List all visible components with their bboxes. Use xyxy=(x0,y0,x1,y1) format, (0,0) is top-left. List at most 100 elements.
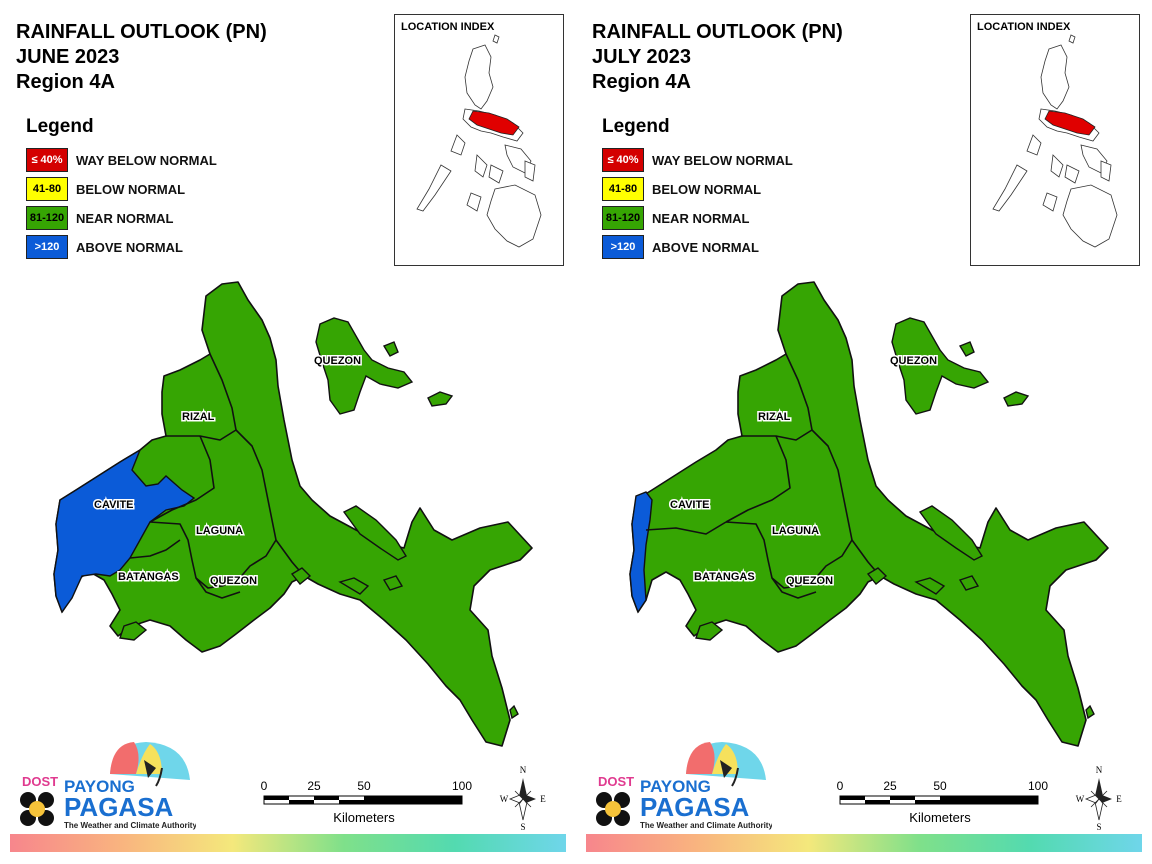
region-4a-map: QUEZON RIZAL CAVITE LAGUNA BATANGAS QUEZ… xyxy=(53,281,533,747)
compass-rose: N S W E xyxy=(498,764,548,834)
scale-tick-0: 0 xyxy=(261,779,268,793)
region-4a-map: QUEZON RIZAL CAVITE LAGUNA BATANGAS QUEZ… xyxy=(629,281,1109,747)
quezon-north-island xyxy=(315,317,414,415)
legend: Legend ≤ 40% WAY BELOW NORMAL 41-80 BELO… xyxy=(602,116,793,264)
legend-item-below: 41-80 BELOW NORMAL xyxy=(26,177,185,206)
logo-dost: DOST xyxy=(598,774,634,789)
location-index-inset: LOCATION INDEX xyxy=(970,14,1140,266)
location-index-inset: LOCATION INDEX xyxy=(394,14,564,266)
title-line-2: JUNE 2023 xyxy=(16,46,120,68)
compass-n: N xyxy=(520,765,527,775)
legend-label-way-below: WAY BELOW NORMAL xyxy=(652,153,793,168)
legend-swatch-below: 41-80 xyxy=(26,177,68,201)
legend-item-above: >120 ABOVE NORMAL xyxy=(26,235,183,264)
compass-w: W xyxy=(500,794,509,804)
logo-payong: PAYONG xyxy=(64,777,135,796)
region-4a-highlight xyxy=(468,110,520,136)
philippines-locator-map xyxy=(416,34,542,248)
legend-swatch-way-below: ≤ 40% xyxy=(602,148,644,172)
scale-tick-50: 50 xyxy=(933,779,947,793)
pagasa-umbrella-logo: DOST PAYONG PAGASA The Weather and Clima… xyxy=(596,742,773,830)
compass-e: E xyxy=(540,794,546,804)
label-batangas: BATANGAS xyxy=(694,571,755,583)
legend-label-below: BELOW NORMAL xyxy=(652,182,762,197)
label-laguna: LAGUNA xyxy=(772,525,819,537)
scale-tick-25: 25 xyxy=(307,779,321,793)
legend-label-below: BELOW NORMAL xyxy=(76,182,186,197)
legend: Legend ≤ 40% WAY BELOW NORMAL 41-80 BELO… xyxy=(26,116,217,264)
compass-e: E xyxy=(1116,794,1122,804)
map-title: RAINFALL OUTLOOK (PN) JULY 2023 Region 4… xyxy=(592,20,843,95)
scale-unit: Kilometers xyxy=(909,810,971,825)
legend-swatch-above: >120 xyxy=(26,235,68,259)
logo-tagline: The Weather and Climate Authority xyxy=(640,821,772,830)
philippines-locator-map xyxy=(992,34,1118,248)
legend-swatch-way-below: ≤ 40% xyxy=(26,148,68,172)
label-batangas: BATANGAS xyxy=(118,571,179,583)
label-cavite: CAVITE xyxy=(670,499,710,511)
scale-bar-graphic: 0 25 50 100 Kilometers xyxy=(837,779,1049,825)
pagasa-umbrella-logo: DOST PAYONG PAGASA The Weather and Clima… xyxy=(20,742,197,830)
compass-icon: N S W E xyxy=(500,765,547,832)
legend-item-near: 81-120 NEAR NORMAL xyxy=(26,206,174,235)
scale-tick-0: 0 xyxy=(837,779,844,793)
legend-item-way-below: ≤ 40% WAY BELOW NORMAL xyxy=(26,148,217,177)
legend-item-above: >120 ABOVE NORMAL xyxy=(602,235,759,264)
scale-bar: 0 25 50 100 Kilometers xyxy=(836,778,1056,828)
legend-swatch-below: 41-80 xyxy=(602,177,644,201)
location-index-title: LOCATION INDEX xyxy=(977,21,1071,33)
above-normal-area xyxy=(629,491,653,614)
map-title: RAINFALL OUTLOOK (PN) JUNE 2023 Region 4… xyxy=(16,20,267,95)
legend-label-above: ABOVE NORMAL xyxy=(652,240,759,255)
footer-gradient-bar xyxy=(586,834,1142,852)
mainland-near-normal xyxy=(629,281,1109,747)
payong-pagasa-logo: DOST PAYONG PAGASA The Weather and Clima… xyxy=(592,740,773,832)
scale-tick-100: 100 xyxy=(1028,779,1048,793)
compass-icon: N S W E xyxy=(1076,765,1123,832)
scale-bar: 0 25 50 100 Kilometers xyxy=(260,778,480,828)
logo-dost: DOST xyxy=(22,774,58,789)
title-line-2: JULY 2023 xyxy=(592,46,691,68)
legend-item-near: 81-120 NEAR NORMAL xyxy=(602,206,750,235)
legend-swatch-above: >120 xyxy=(602,235,644,259)
legend-label-near: NEAR NORMAL xyxy=(76,211,174,226)
compass-s: S xyxy=(1096,822,1101,832)
july-outlook-panel: RAINFALL OUTLOOK (PN) JULY 2023 Region 4… xyxy=(576,0,1152,864)
label-rizal: RIZAL xyxy=(758,411,791,423)
compass-w: W xyxy=(1076,794,1085,804)
legend-label-above: ABOVE NORMAL xyxy=(76,240,183,255)
scale-bar-graphic: 0 25 50 100 Kilometers xyxy=(261,779,473,825)
label-quezon-north: QUEZON xyxy=(890,355,937,367)
legend-label-near: NEAR NORMAL xyxy=(652,211,750,226)
scale-unit: Kilometers xyxy=(333,810,395,825)
legend-item-below: 41-80 BELOW NORMAL xyxy=(602,177,761,206)
scale-tick-50: 50 xyxy=(357,779,371,793)
region-4a-highlight xyxy=(1044,110,1096,136)
footer-gradient-bar xyxy=(10,834,566,852)
scale-tick-25: 25 xyxy=(883,779,897,793)
label-quezon-south: QUEZON xyxy=(786,575,833,587)
logo-payong: PAYONG xyxy=(640,777,711,796)
compass-n: N xyxy=(1096,765,1103,775)
compass-s: S xyxy=(520,822,525,832)
above-normal-area xyxy=(53,448,196,614)
title-line-3: Region 4A xyxy=(16,71,115,93)
title-line-1: RAINFALL OUTLOOK (PN) xyxy=(592,21,843,43)
june-outlook-panel: RAINFALL OUTLOOK (PN) JUNE 2023 Region 4… xyxy=(10,14,566,852)
payong-pagasa-logo: DOST PAYONG PAGASA The Weather and Clima… xyxy=(16,740,197,832)
title-line-1: RAINFALL OUTLOOK (PN) xyxy=(16,21,267,43)
legend-title: Legend xyxy=(602,116,670,137)
location-index-title: LOCATION INDEX xyxy=(401,21,495,33)
label-laguna: LAGUNA xyxy=(196,525,243,537)
label-quezon-south: QUEZON xyxy=(210,575,257,587)
title-line-3: Region 4A xyxy=(592,71,691,93)
logo-tagline: The Weather and Climate Authority xyxy=(64,821,196,830)
legend-swatch-near: 81-120 xyxy=(26,206,68,230)
quezon-north-island xyxy=(891,317,990,415)
logo-pagasa: PAGASA xyxy=(64,792,174,822)
legend-item-way-below: ≤ 40% WAY BELOW NORMAL xyxy=(602,148,793,177)
legend-label-way-below: WAY BELOW NORMAL xyxy=(76,153,217,168)
label-rizal: RIZAL xyxy=(182,411,215,423)
compass-rose: N S W E xyxy=(1074,764,1124,834)
legend-title: Legend xyxy=(26,116,94,137)
